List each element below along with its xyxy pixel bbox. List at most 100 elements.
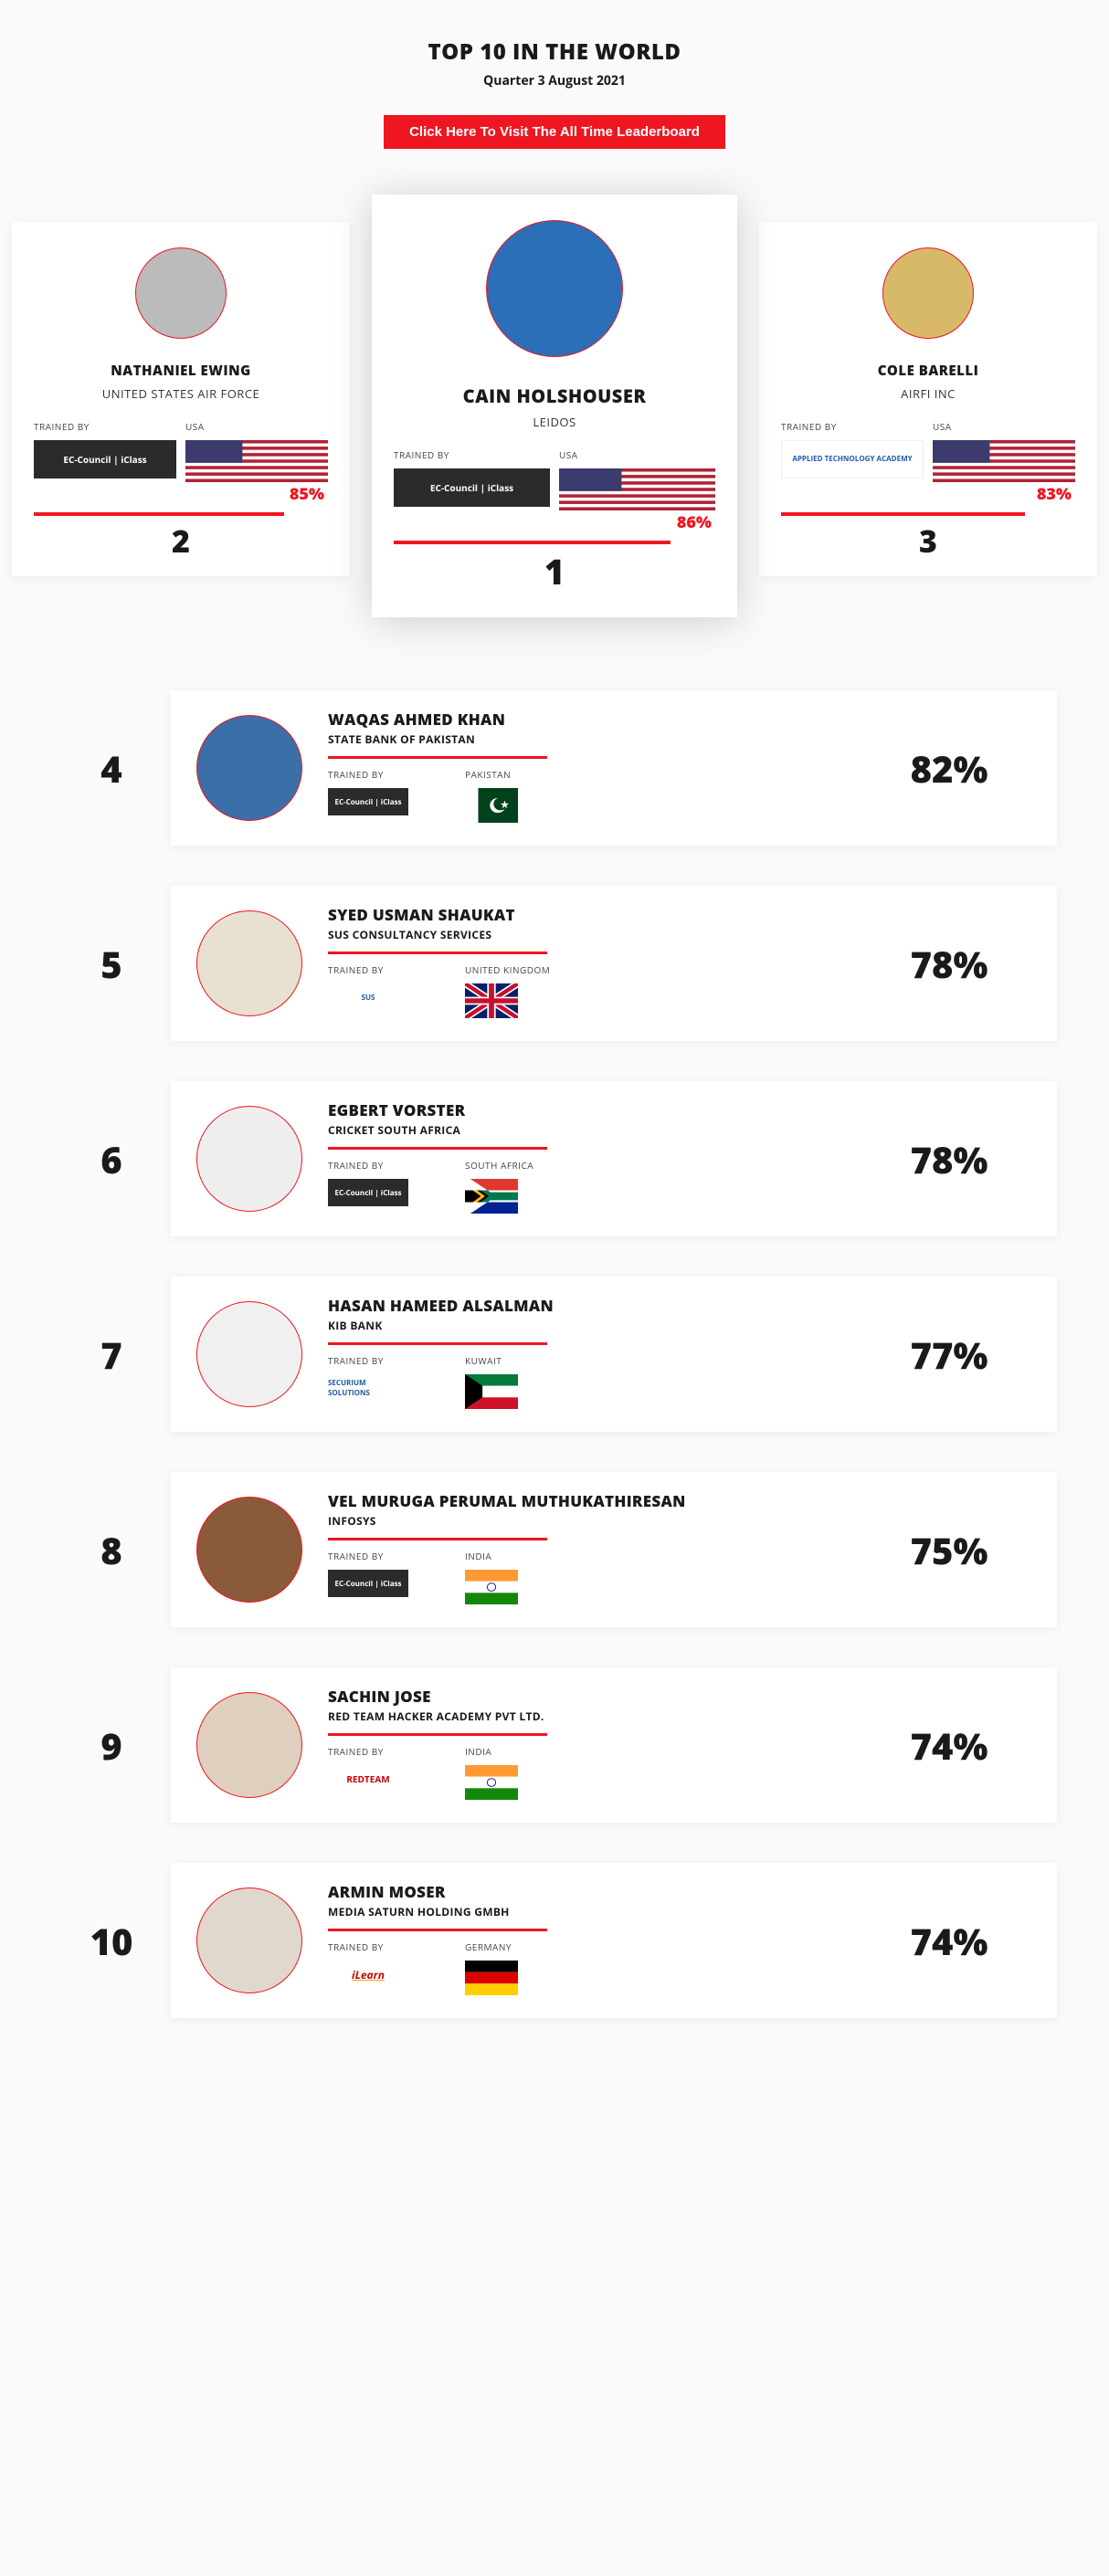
avatar: [486, 220, 623, 357]
flag-icon: [465, 788, 518, 823]
organization: CRICKET SOUTH AFRICA: [328, 1122, 841, 1138]
organization: RED TEAM HACKER ACADEMY PVT LTD.: [328, 1709, 841, 1724]
percent: 75%: [867, 1525, 1031, 1575]
percent: 74%: [867, 1916, 1031, 1966]
organization: INFOSYS: [328, 1513, 841, 1529]
flag-icon: [465, 1374, 518, 1409]
avatar: [196, 1887, 302, 1993]
flag-icon: [559, 468, 715, 510]
flag-icon: [465, 1570, 518, 1604]
divider: [328, 1342, 547, 1345]
rank: 8: [52, 1525, 171, 1575]
organization: UNITED STATES AIR FORCE: [34, 385, 328, 402]
flag-icon: [933, 440, 1075, 482]
trainer-logo: EC-Council | iClass: [328, 1179, 408, 1206]
organization: KIB BANK: [328, 1318, 841, 1333]
trainer-logo: SECURIUM SOLUTIONS: [328, 1374, 408, 1402]
trainer-logo: APPLIED TECHNOLOGY ACADEMY: [781, 440, 924, 478]
row-card: SACHIN JOSE RED TEAM HACKER ACADEMY PVT …: [171, 1667, 1057, 1823]
percent: 74%: [867, 1720, 1031, 1771]
rank: 10: [52, 1916, 171, 1966]
country-label: PAKISTAN: [465, 768, 593, 781]
avatar: [196, 1497, 302, 1603]
trained-by-label: TRAINED BY: [34, 420, 176, 433]
trained-by-label: TRAINED BY: [328, 768, 456, 781]
country-label: GERMANY: [465, 1940, 593, 1953]
rank: 3: [781, 520, 1075, 562]
person-name: WAQAS AHMED KHAN: [328, 709, 841, 730]
page-title: TOP 10 IN THE WORLD: [0, 37, 1109, 67]
organization: STATE BANK OF PAKISTAN: [328, 731, 841, 747]
person-name: CAIN HOLSHOUSER: [394, 384, 715, 408]
leaderboard-row: 5 SYED USMAN SHAUKAT SUS CONSULTANCY SER…: [52, 886, 1057, 1041]
trainer-logo: EC-Council | iClass: [394, 468, 550, 507]
leaderboard-row: 9 SACHIN JOSE RED TEAM HACKER ACADEMY PV…: [52, 1667, 1057, 1823]
trained-by-label: TRAINED BY: [781, 420, 924, 433]
divider: [328, 1733, 547, 1736]
rank: 2: [34, 520, 328, 562]
trained-by-label: TRAINED BY: [394, 448, 550, 461]
trained-by-label: TRAINED BY: [328, 1745, 456, 1758]
row-card: VEL MURUGA PERUMAL MUTHUKATHIRESAN INFOS…: [171, 1472, 1057, 1627]
row-card: WAQAS AHMED KHAN STATE BANK OF PAKISTAN …: [171, 690, 1057, 846]
country-label: KUWAIT: [465, 1354, 593, 1367]
flag-icon: [185, 440, 328, 482]
page-subtitle: Quarter 3 August 2021: [0, 72, 1109, 89]
person-name: ARMIN MOSER: [328, 1881, 841, 1902]
trainer-logo: EC-Council | iClass: [328, 788, 408, 815]
podium: NATHANIEL EWING UNITED STATES AIR FORCE …: [0, 222, 1109, 617]
person-name: NATHANIEL EWING: [34, 362, 328, 380]
leaderboard-rows: 4 WAQAS AHMED KHAN STATE BANK OF PAKISTA…: [52, 690, 1057, 2018]
row-card: ARMIN MOSER MEDIA SATURN HOLDING GMBH TR…: [171, 1863, 1057, 2018]
person-name: VEL MURUGA PERUMAL MUTHUKATHIRESAN: [328, 1490, 841, 1511]
rank: 6: [52, 1134, 171, 1184]
percent: 77%: [867, 1330, 1031, 1380]
country-label: USA: [559, 448, 715, 461]
country-label: SOUTH AFRICA: [465, 1159, 593, 1172]
trained-by-label: TRAINED BY: [328, 1159, 456, 1172]
percent-bar: [394, 541, 715, 544]
rank: 7: [52, 1330, 171, 1380]
divider: [328, 952, 547, 954]
organization: AIRFI INC: [781, 385, 1075, 402]
person-name: SACHIN JOSE: [328, 1686, 841, 1707]
rank: 9: [52, 1720, 171, 1771]
divider: [328, 1538, 547, 1540]
avatar: [196, 910, 302, 1016]
avatar: [196, 1106, 302, 1212]
rank: 4: [52, 743, 171, 794]
person-name: SYED USMAN SHAUKAT: [328, 904, 841, 925]
divider: [328, 1147, 547, 1150]
avatar: [882, 247, 974, 339]
percent: 78%: [867, 939, 1031, 989]
country-label: INDIA: [465, 1745, 593, 1758]
percent: 78%: [867, 1134, 1031, 1184]
flag-icon: [465, 983, 518, 1018]
leaderboard-page: TOP 10 IN THE WORLD Quarter 3 August 202…: [0, 0, 1109, 2131]
leaderboard-row: 4 WAQAS AHMED KHAN STATE BANK OF PAKISTA…: [52, 690, 1057, 846]
leaderboard-row: 6 EGBERT VORSTER CRICKET SOUTH AFRICA TR…: [52, 1081, 1057, 1236]
country-label: INDIA: [465, 1550, 593, 1562]
flag-icon: [465, 1765, 518, 1800]
avatar: [196, 1692, 302, 1798]
person-name: COLE BARELLI: [781, 362, 1075, 380]
rank: 5: [52, 939, 171, 989]
organization: SUS CONSULTANCY SERVICES: [328, 927, 841, 942]
person-name: EGBERT VORSTER: [328, 1099, 841, 1120]
trainer-logo: iLearn: [328, 1961, 408, 1988]
all-time-leaderboard-button[interactable]: Click Here To Visit The All Time Leaderb…: [384, 115, 725, 149]
organization: MEDIA SATURN HOLDING GMBH: [328, 1904, 841, 1919]
trainer-logo: EC-Council | iClass: [34, 440, 176, 478]
organization: LEIDOS: [394, 414, 715, 430]
leaderboard-row: 7 HASAN HAMEED ALSALMAN KIB BANK TRAINED…: [52, 1277, 1057, 1432]
rank: 1: [394, 548, 715, 595]
trained-by-label: TRAINED BY: [328, 1550, 456, 1562]
podium-card-3: COLE BARELLI AIRFI INC TRAINED BY APPLIE…: [759, 222, 1097, 576]
podium-card-1: CAIN HOLSHOUSER LEIDOS TRAINED BY EC-Cou…: [372, 195, 737, 617]
podium-card-2: NATHANIEL EWING UNITED STATES AIR FORCE …: [12, 222, 350, 576]
trained-by-label: TRAINED BY: [328, 963, 456, 976]
percent: 82%: [867, 743, 1031, 794]
trainer-logo: EC-Council | iClass: [328, 1570, 408, 1597]
country-label: USA: [933, 420, 1075, 433]
trainer-logo: SUS: [328, 983, 408, 1011]
